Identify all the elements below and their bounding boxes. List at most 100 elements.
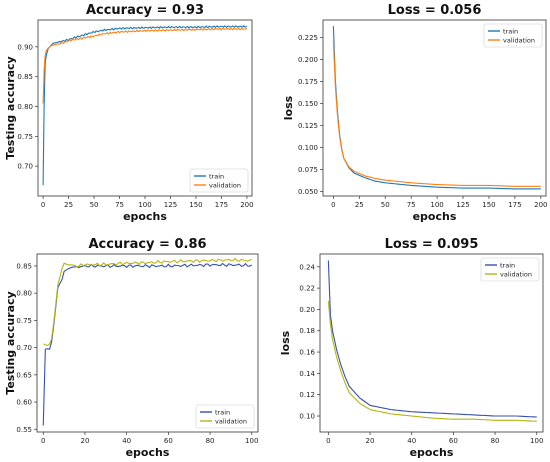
series-line-train [327, 260, 537, 418]
y-tick-label: 0.85 [16, 262, 32, 270]
x-axis-label: epochs [123, 210, 167, 223]
x-tick-label: 20 [366, 437, 375, 445]
y-tick-label: 0.100 [298, 144, 318, 152]
x-tick-label: 75 [407, 201, 416, 209]
x-tick-label: 50 [381, 201, 390, 209]
y-tick-label: 0.050 [298, 188, 318, 196]
x-tick-label: 150 [482, 201, 495, 209]
x-axis-label: epochs [413, 210, 457, 223]
y-tick-label: 0.225 [298, 34, 318, 42]
plot-frame [36, 253, 259, 433]
legend-box [195, 404, 255, 429]
x-tick-label: 25 [355, 201, 364, 209]
legend-label-validation: validation [209, 181, 241, 189]
y-tick-label: 0.14 [299, 370, 315, 378]
y-tick-label: 0.12 [299, 391, 315, 399]
x-axis-label: epochs [410, 446, 454, 459]
y-tick-label: 0.65 [16, 371, 32, 379]
y-tick-label: 0.75 [17, 133, 33, 141]
x-tick-label: 100 [245, 437, 258, 445]
x-tick-label: 150 [189, 201, 202, 209]
x-tick-label: 0 [41, 201, 45, 209]
x-tick-label: 175 [215, 201, 228, 209]
plot-frame [322, 19, 547, 197]
y-axis-label: Testing accuracy [4, 56, 17, 159]
x-tick-label: 80 [491, 437, 500, 445]
x-tick-label: 200 [240, 201, 253, 209]
y-tick-label: 0.10 [299, 413, 315, 421]
y-tick-label: 0.90 [17, 43, 33, 51]
legend-label-train: train [503, 27, 518, 35]
x-tick-label: 20 [80, 437, 89, 445]
legend-label-train: train [500, 261, 515, 269]
legend-label-train: train [215, 408, 230, 416]
x-tick-label: 200 [534, 201, 547, 209]
legend-label-validation: validation [215, 417, 247, 425]
x-tick-label: 60 [449, 437, 458, 445]
chart-title: Loss = 0.095 [385, 237, 479, 252]
y-tick-label: 0.70 [17, 163, 33, 171]
legend-box [189, 168, 249, 193]
y-tick-label: 0.18 [299, 327, 315, 335]
chart-title: Loss = 0.056 [388, 3, 482, 18]
x-tick-label: 100 [138, 201, 151, 209]
x-tick-label: 40 [407, 437, 416, 445]
y-tick-label: 0.125 [298, 122, 318, 130]
legend-label-validation: validation [503, 36, 535, 44]
x-tick-label: 0 [41, 437, 45, 445]
y-tick-label: 0.20 [299, 306, 315, 314]
chart-panel: 0 25 50 75 100 125 150 175 200 0.70 0.75 0.80 0.85 0.… [4, 3, 254, 223]
x-tick-label: 75 [115, 201, 124, 209]
x-tick-label: 125 [164, 201, 177, 209]
y-axis-label: Testing accuracy [4, 291, 17, 394]
x-tick-label: 0 [331, 201, 335, 209]
x-tick-label: 60 [164, 437, 173, 445]
x-tick-label: 175 [508, 201, 521, 209]
y-tick-label: 0.075 [298, 166, 318, 174]
y-tick-label: 0.16 [299, 349, 315, 357]
y-tick-label: 0.24 [299, 263, 315, 271]
series-line-validation [332, 40, 541, 187]
legend-label-train: train [209, 172, 224, 180]
legend-box [480, 257, 540, 282]
chart-title: Accuracy = 0.93 [86, 3, 204, 18]
x-axis-label: epochs [126, 446, 170, 459]
y-tick-label: 0.55 [16, 426, 32, 434]
series-line-validation [327, 300, 537, 422]
series-line-train [42, 262, 253, 426]
legend-label-validation: validation [500, 270, 532, 278]
y-tick-label: 0.80 [17, 103, 33, 111]
y-tick-label: 0.150 [298, 100, 318, 108]
x-tick-label: 80 [206, 437, 215, 445]
y-axis-label: loss [282, 95, 295, 120]
y-axis-label: loss [279, 330, 292, 355]
y-tick-label: 0.75 [16, 317, 32, 325]
x-tick-label: 25 [64, 201, 73, 209]
chart-title: Accuracy = 0.86 [88, 237, 206, 252]
chart-panel: 0 20 40 60 80 100 0.55 0.60 0.65 0.70 0.75 0.80 0.85… [4, 237, 258, 459]
chart-panel: 0 25 50 75 100 125 150 175 200 0.050 0.075 0.100 0.1… [282, 3, 548, 223]
y-tick-label: 0.60 [16, 399, 32, 407]
y-tick-label: 0.70 [16, 344, 32, 352]
series-line-validation [42, 257, 252, 347]
series-line-validation [42, 27, 248, 104]
y-tick-label: 0.200 [298, 56, 318, 64]
y-tick-label: 0.85 [17, 73, 33, 81]
legend-box [483, 23, 543, 48]
x-tick-label: 100 [430, 201, 443, 209]
series-line-train [42, 24, 248, 186]
y-tick-label: 0.175 [298, 78, 318, 86]
x-tick-label: 0 [326, 437, 330, 445]
x-tick-label: 100 [530, 437, 543, 445]
y-tick-label: 0.22 [299, 285, 315, 293]
series-line-train [332, 26, 541, 190]
chart-panel: 0 20 40 60 80 100 0.10 0.12 0.14 0.16 0.18 0.20 0.22… [279, 237, 543, 459]
x-tick-label: 125 [456, 201, 469, 209]
plot-frame [319, 253, 544, 433]
y-tick-label: 0.80 [16, 290, 32, 298]
